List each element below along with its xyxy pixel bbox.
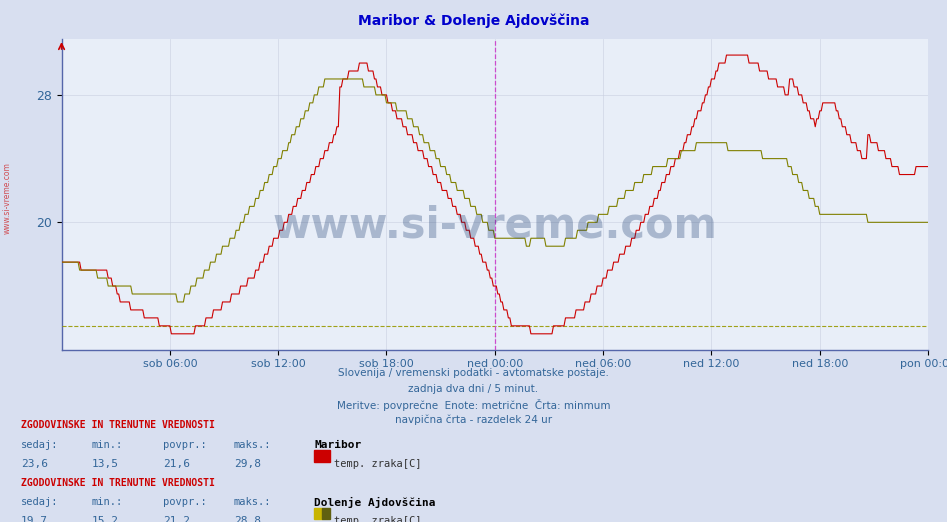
Text: 21,6: 21,6 <box>163 459 190 469</box>
Text: 19,7: 19,7 <box>21 516 48 522</box>
Text: navpična črta - razdelek 24 ur: navpična črta - razdelek 24 ur <box>395 415 552 425</box>
Text: Maribor & Dolenje Ajdovščina: Maribor & Dolenje Ajdovščina <box>358 13 589 28</box>
Text: temp. zraka[C]: temp. zraka[C] <box>334 459 421 469</box>
Text: povpr.:: povpr.: <box>163 497 206 507</box>
Text: Maribor: Maribor <box>314 440 362 450</box>
Text: povpr.:: povpr.: <box>163 440 206 450</box>
Text: min.:: min.: <box>92 497 123 507</box>
Text: ZGODOVINSKE IN TRENUTNE VREDNOSTI: ZGODOVINSKE IN TRENUTNE VREDNOSTI <box>21 478 215 488</box>
Text: Dolenje Ajdovščina: Dolenje Ajdovščina <box>314 497 436 508</box>
Text: 23,6: 23,6 <box>21 459 48 469</box>
Text: 28,8: 28,8 <box>234 516 261 522</box>
Text: maks.:: maks.: <box>234 440 272 450</box>
Text: Meritve: povprečne  Enote: metrične  Črta: minmum: Meritve: povprečne Enote: metrične Črta:… <box>337 399 610 411</box>
Text: 15,2: 15,2 <box>92 516 119 522</box>
Text: 29,8: 29,8 <box>234 459 261 469</box>
Text: maks.:: maks.: <box>234 497 272 507</box>
Text: Slovenija / vremenski podatki - avtomatske postaje.: Slovenija / vremenski podatki - avtomats… <box>338 368 609 378</box>
Text: 13,5: 13,5 <box>92 459 119 469</box>
Text: www.si-vreme.com: www.si-vreme.com <box>3 162 12 234</box>
Text: min.:: min.: <box>92 440 123 450</box>
Text: ZGODOVINSKE IN TRENUTNE VREDNOSTI: ZGODOVINSKE IN TRENUTNE VREDNOSTI <box>21 420 215 430</box>
Text: sedaj:: sedaj: <box>21 440 59 450</box>
Text: temp. zraka[C]: temp. zraka[C] <box>334 516 421 522</box>
Text: 21,2: 21,2 <box>163 516 190 522</box>
Text: www.si-vreme.com: www.si-vreme.com <box>273 205 717 246</box>
Text: zadnja dva dni / 5 minut.: zadnja dva dni / 5 minut. <box>408 384 539 394</box>
Text: sedaj:: sedaj: <box>21 497 59 507</box>
